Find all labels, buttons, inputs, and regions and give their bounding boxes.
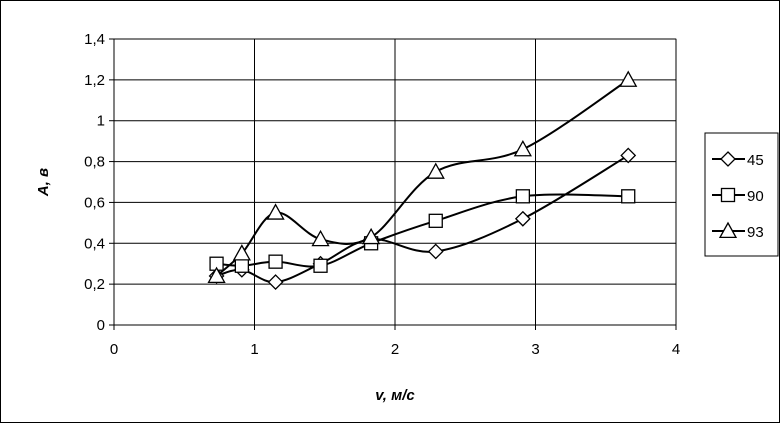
legend-item-90: 90: [712, 187, 764, 205]
legend-label: 93: [747, 224, 764, 241]
legend-item-45: 45: [712, 151, 764, 169]
data-point-square: [621, 189, 636, 204]
data-point-triangle: [426, 162, 445, 179]
data-point-triangle: [266, 203, 285, 220]
data-point-diamond: [514, 210, 531, 227]
legend: 45 90 93: [704, 132, 779, 257]
x-tick-label: 0: [110, 341, 118, 358]
data-point-diamond: [620, 147, 637, 164]
data-point-square: [313, 258, 328, 273]
y-tick-label: 0,8: [84, 154, 105, 171]
x-axis-title: v, м/с: [375, 387, 415, 404]
legend-marker-square: [720, 187, 736, 203]
tick-labels: 0 0,2 0,4 0,6 0,8 1 1,2 1,4 0 1 2 3 4: [84, 31, 680, 358]
y-tick-label: 0: [97, 317, 105, 334]
y-axis-title: A, в: [35, 168, 52, 197]
data-point-square: [515, 189, 531, 204]
data-point-triangle: [311, 229, 330, 247]
y-tick-label: 0,6: [84, 194, 105, 211]
data-point-square: [268, 254, 283, 269]
x-tick-label: 3: [531, 341, 539, 358]
y-tick-label: 0,4: [84, 235, 105, 252]
x-tick-label: 1: [250, 341, 258, 358]
series-93: [207, 70, 638, 284]
data-point-triangle: [207, 266, 226, 284]
y-tick-label: 1,4: [84, 31, 105, 48]
x-tick-label: 4: [672, 341, 680, 358]
legend-item-93: 93: [712, 221, 764, 241]
data-point-triangle: [362, 227, 381, 245]
legend-marker-triangle: [718, 221, 738, 239]
y-tick-label: 1,2: [84, 72, 105, 89]
legend-label: 45: [747, 152, 764, 169]
legend-label: 90: [747, 188, 764, 205]
legend-marker-diamond: [720, 151, 736, 167]
data-point-diamond: [427, 243, 444, 260]
data-point-triangle: [513, 139, 532, 157]
x-tick-label: 2: [391, 341, 399, 358]
data-point-square: [428, 213, 443, 228]
data-point-triangle: [619, 70, 638, 87]
y-tick-label: 0,2: [84, 276, 105, 293]
series-layer: [207, 70, 638, 291]
y-tick-label: 1: [97, 113, 105, 130]
data-point-diamond: [267, 274, 284, 291]
data-point-triangle: [232, 244, 251, 261]
data-point-square: [234, 258, 250, 273]
